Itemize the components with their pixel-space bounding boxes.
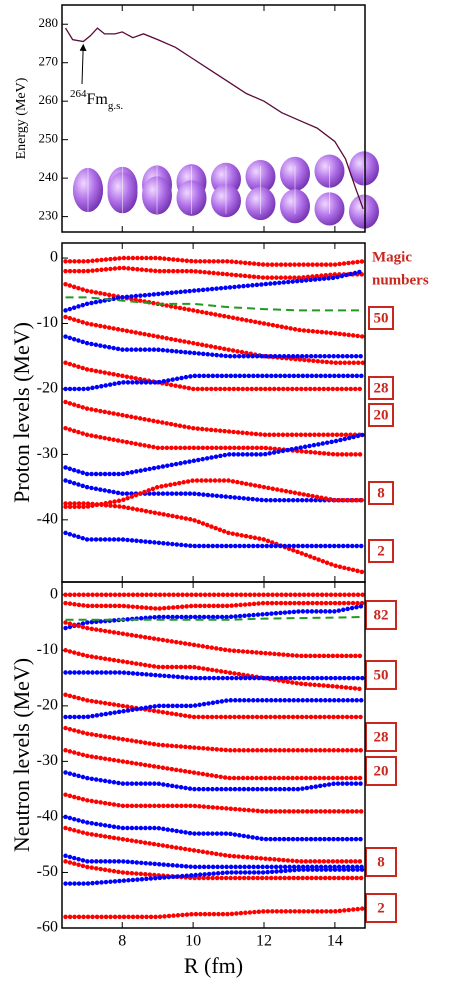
y-axis-label: Neutron levels (MeV) xyxy=(9,658,34,852)
y-tick-label: -20 xyxy=(37,380,58,397)
level-curve xyxy=(63,906,366,920)
level-curve xyxy=(63,670,366,681)
annotation: 264Fmg.s. xyxy=(70,88,123,112)
annotation-mass: 264 xyxy=(70,88,87,100)
y-tick-label: 0 xyxy=(50,249,58,266)
y-tick-label: -30 xyxy=(37,445,58,462)
level-curve xyxy=(63,399,366,438)
level-curve xyxy=(63,501,366,575)
panel-frame xyxy=(61,581,366,929)
annotation-arrow xyxy=(79,43,87,85)
energy-curve xyxy=(64,27,364,210)
magic-number: 20 xyxy=(374,763,389,779)
y-tick-label: 280 xyxy=(39,15,59,30)
level-curve xyxy=(63,432,366,477)
y-tick-label: 250 xyxy=(39,131,59,146)
magic-number: 8 xyxy=(377,854,385,870)
y-tick-label: -10 xyxy=(37,641,58,658)
y-tick-label: -50 xyxy=(37,863,58,880)
level-curve xyxy=(63,265,366,280)
level-curve xyxy=(63,603,366,631)
x-tick-label: 14 xyxy=(327,933,343,950)
level-curve xyxy=(63,255,366,267)
x-axis-label: R (fm) xyxy=(184,953,243,978)
y-tick-label: -60 xyxy=(37,919,58,936)
magic-box xyxy=(365,660,397,690)
y-axis-label: Proton levels (MeV) xyxy=(9,322,34,503)
y-tick-label: -40 xyxy=(37,808,58,825)
fermi-line xyxy=(65,296,364,312)
level-curve xyxy=(63,600,366,611)
magic-number: 50 xyxy=(374,310,389,326)
y-tick-label: -40 xyxy=(37,511,58,528)
magic-box xyxy=(365,722,397,752)
level-curve xyxy=(63,620,366,659)
magic-box xyxy=(365,600,397,630)
magic-number: 2 xyxy=(377,543,385,559)
magic-number: 20 xyxy=(374,407,389,423)
level-curve xyxy=(63,792,366,814)
magic-number: 28 xyxy=(374,729,389,745)
level-curve xyxy=(63,268,366,313)
y-tick-label: 240 xyxy=(39,169,59,184)
panel-frame xyxy=(61,4,366,233)
x-tick-label: 10 xyxy=(185,933,201,950)
level-curve xyxy=(63,360,366,392)
level-curve xyxy=(63,530,366,549)
level-curve xyxy=(63,770,366,792)
magic-title: Magic xyxy=(372,249,412,265)
y-tick-label: 270 xyxy=(39,54,59,69)
level-curve xyxy=(63,314,366,366)
level-curve xyxy=(63,425,366,457)
magic-number: 82 xyxy=(374,607,389,623)
magic-box xyxy=(368,403,394,427)
fermi-line xyxy=(65,615,364,621)
y-tick-label: 0 xyxy=(50,585,58,602)
x-tick-label: 12 xyxy=(256,933,272,950)
magic-number: 8 xyxy=(377,485,385,501)
y-tick-label: 260 xyxy=(39,92,59,107)
y-axis-label: Energy (MeV) xyxy=(14,77,29,159)
level-curve xyxy=(63,825,366,864)
level-curve xyxy=(63,478,366,509)
level-curve xyxy=(63,725,366,753)
magic-box xyxy=(365,756,397,786)
magic-box xyxy=(368,539,394,563)
level-curve xyxy=(63,814,366,842)
x-tick-label: 8 xyxy=(118,933,126,950)
level-curve xyxy=(63,859,366,881)
magic-box xyxy=(368,481,394,505)
level-curve xyxy=(63,281,366,339)
annotation-state: g.s. xyxy=(108,100,124,112)
level-curve xyxy=(63,867,366,886)
y-tick-label: 230 xyxy=(39,208,59,223)
magic-number: 50 xyxy=(374,667,389,683)
magic-number: 2 xyxy=(377,900,385,916)
level-curve xyxy=(63,698,366,720)
y-tick-label: -10 xyxy=(37,314,58,331)
y-tick-label: -20 xyxy=(37,697,58,714)
magic-box xyxy=(368,306,394,330)
magic-box xyxy=(365,893,397,923)
magic-box xyxy=(368,376,394,400)
magic-title: numbers xyxy=(372,272,429,288)
magic-number: 28 xyxy=(374,380,389,396)
level-curve xyxy=(63,748,366,781)
level-curve xyxy=(63,334,366,359)
magic-box xyxy=(365,847,397,877)
y-tick-label: -30 xyxy=(37,752,58,769)
annotation-element: Fm xyxy=(87,91,109,108)
level-curve xyxy=(63,373,366,392)
level-curve xyxy=(63,478,366,503)
level-curve xyxy=(63,692,366,720)
level-curve xyxy=(63,853,366,870)
level-curve xyxy=(63,648,366,692)
